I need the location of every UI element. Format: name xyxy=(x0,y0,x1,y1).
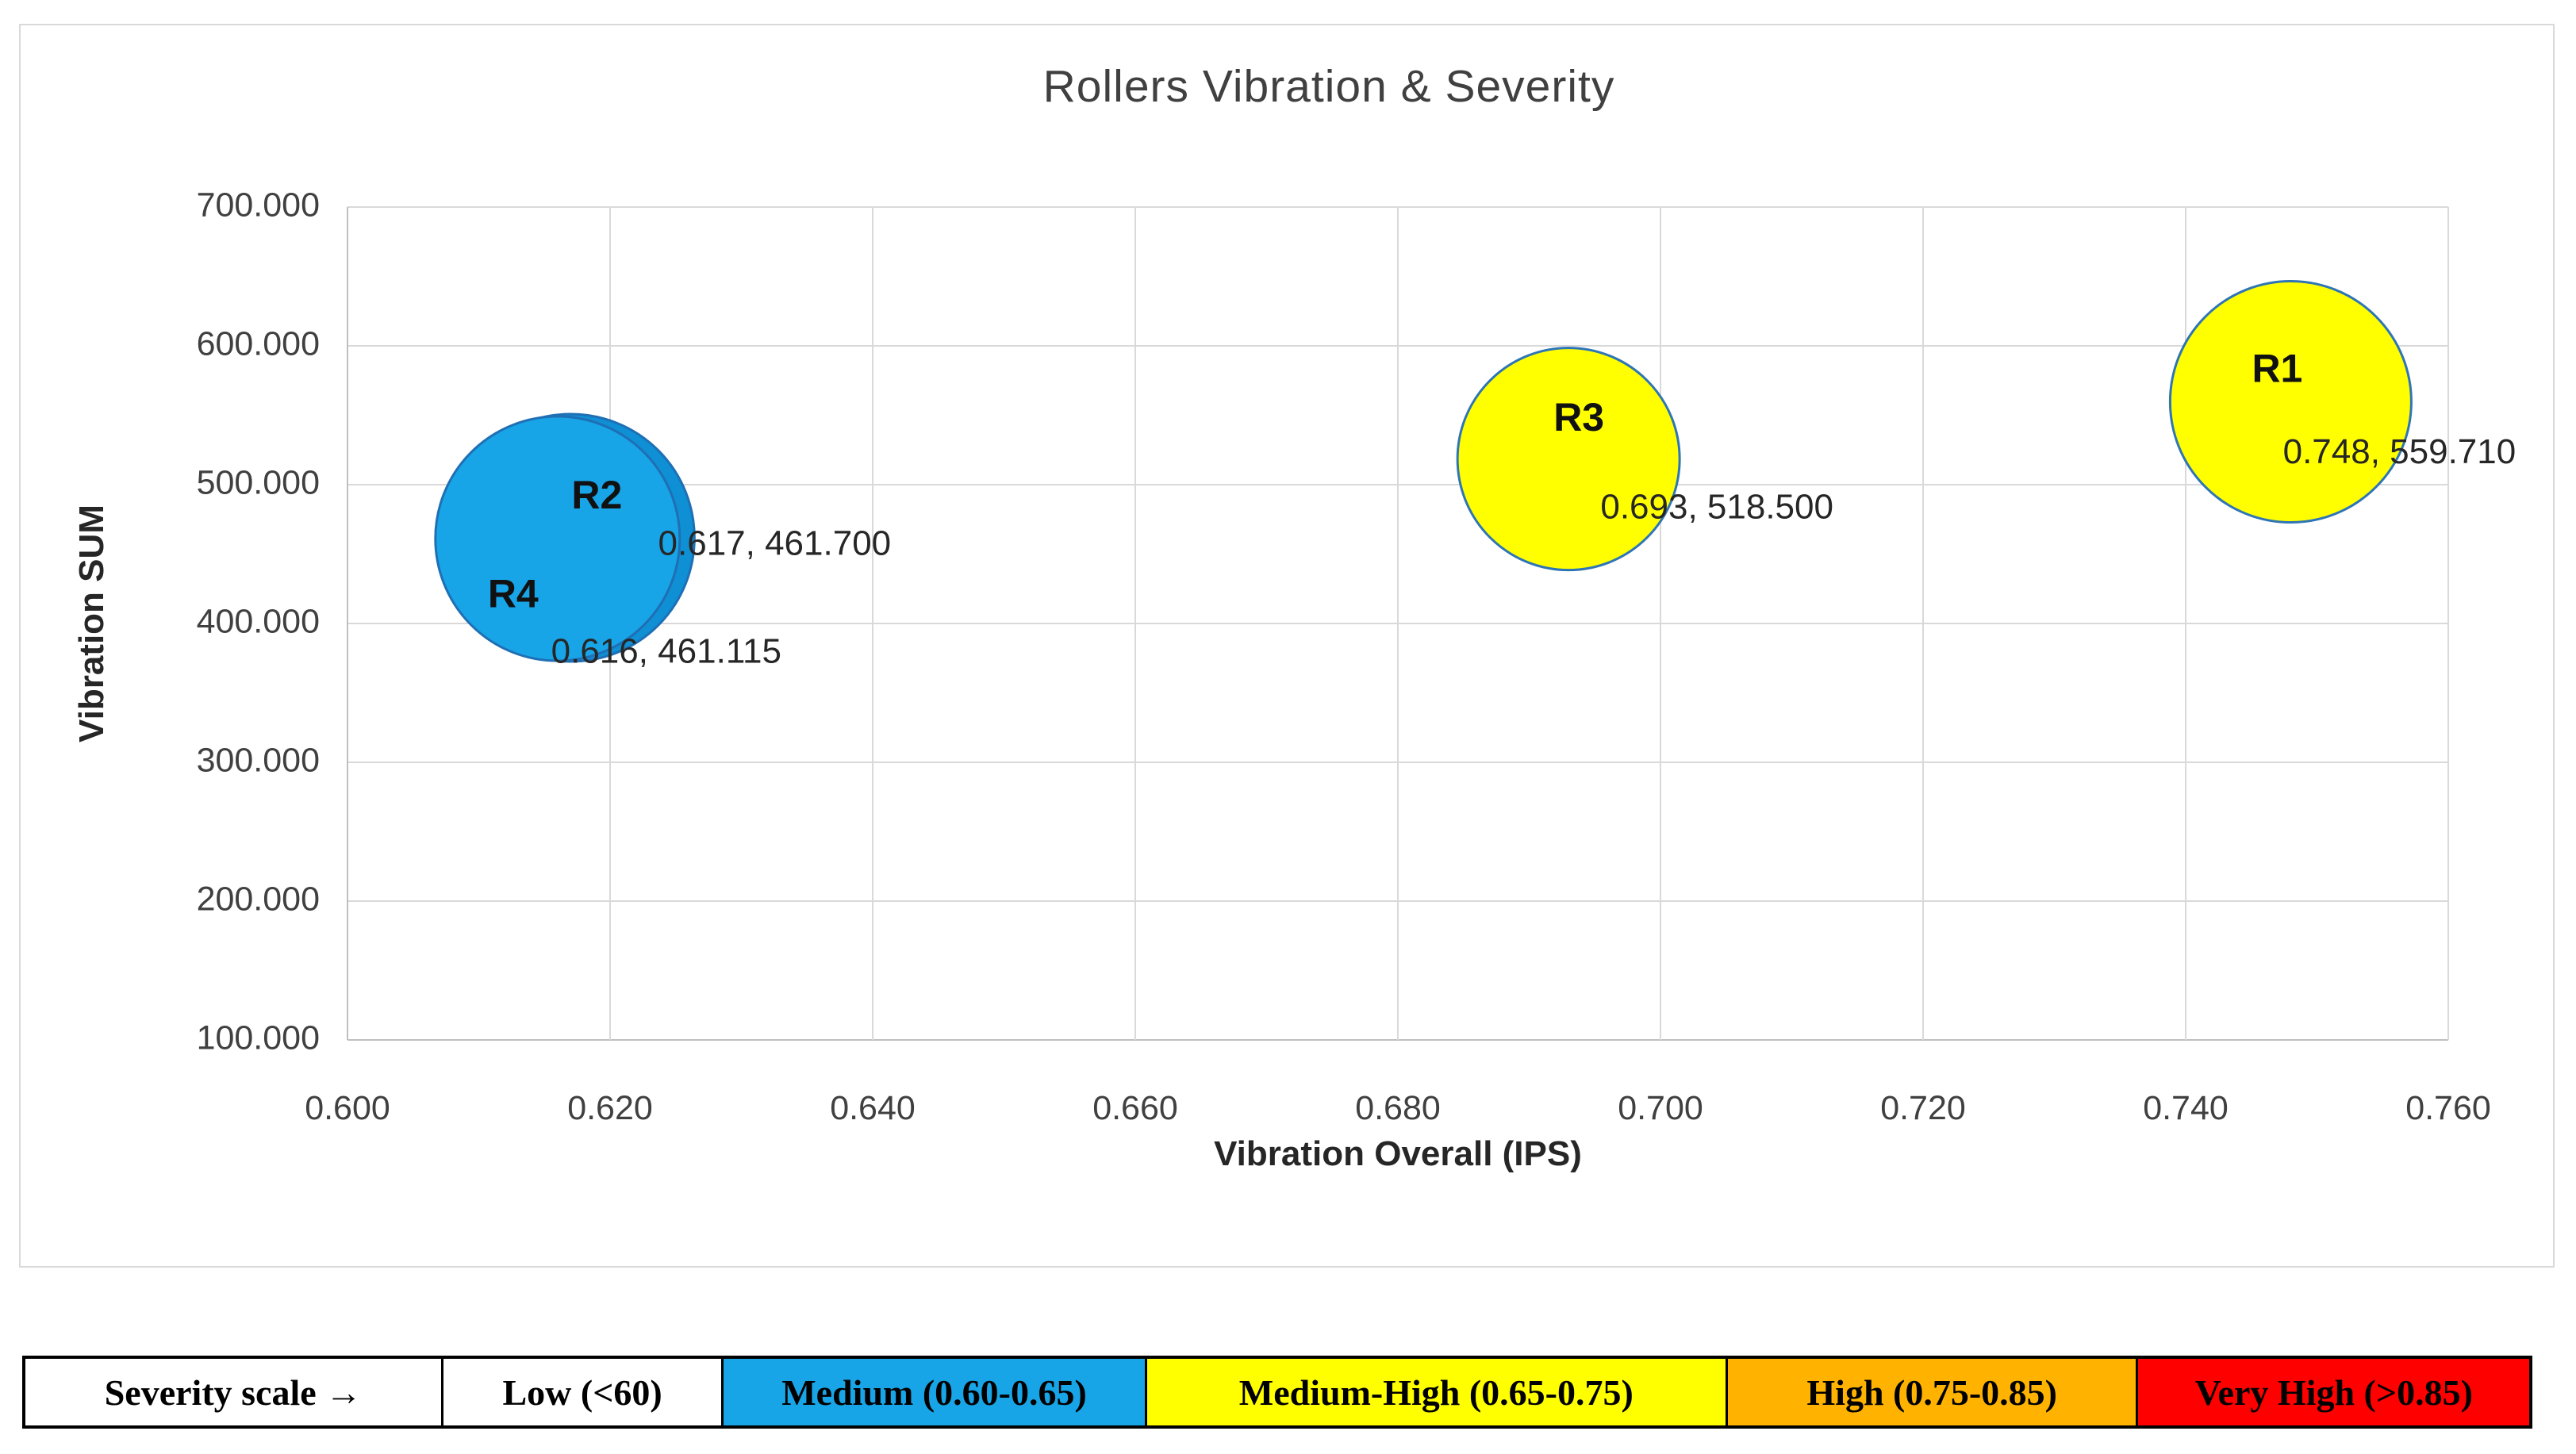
severity-scale-legend: Severity scale → Low (<60) Medium (0.60-… xyxy=(22,1356,2532,1429)
x-tick-label: 0.640 xyxy=(830,1089,916,1127)
y-tick-label: 200.000 xyxy=(197,880,320,918)
x-tick-label: 0.720 xyxy=(1880,1089,1966,1127)
bubble-value-label-R2: 0.617, 461.700 xyxy=(658,524,892,563)
bubble-R3 xyxy=(1456,347,1681,572)
y-tick-label: 500.000 xyxy=(197,463,320,501)
legend-cell-very-high: Very High (>0.85) xyxy=(2136,1359,2529,1425)
bubble-name-label-R2: R2 xyxy=(571,473,622,517)
x-tick-label: 0.740 xyxy=(2143,1089,2229,1127)
bubble-value-label-R4: 0.616, 461.115 xyxy=(551,632,781,671)
bubble-value-label-R3: 0.693, 518.500 xyxy=(1600,487,1833,526)
legend-cell-severity-scale: Severity scale → xyxy=(25,1359,441,1425)
y-tick-label: 100.000 xyxy=(197,1019,320,1057)
bubble-R1 xyxy=(2168,280,2413,524)
bubble-name-label-R3: R3 xyxy=(1553,395,1604,439)
x-tick-label: 0.700 xyxy=(1618,1089,1703,1127)
bubble-value-label-R1: 0.748, 559.710 xyxy=(2283,432,2516,471)
x-tick-label: 0.660 xyxy=(1092,1089,1178,1127)
y-axis-title: Vibration SUM xyxy=(72,504,111,742)
legend-cell-medium: Medium (0.60-0.65) xyxy=(721,1359,1145,1425)
x-tick-label: 0.680 xyxy=(1355,1089,1441,1127)
x-tick-label: 0.600 xyxy=(305,1089,390,1127)
chart-title: Rollers Vibration & Severity xyxy=(1042,61,1615,112)
x-tick-label: 0.760 xyxy=(2405,1089,2491,1127)
bubble-name-label-R1: R1 xyxy=(2252,347,2302,391)
x-tick-label: 0.620 xyxy=(567,1089,653,1127)
y-tick-label: 600.000 xyxy=(197,324,320,363)
legend-cell-high: High (0.75-0.85) xyxy=(1725,1359,2136,1425)
y-tick-label: 400.000 xyxy=(197,602,320,640)
y-tick-label: 700.000 xyxy=(197,186,320,224)
legend-cell-low: Low (<60) xyxy=(440,1359,722,1425)
chart-frame xyxy=(19,24,2555,1268)
y-tick-label: 300.000 xyxy=(197,741,320,779)
bubble-R4 xyxy=(434,415,681,662)
bubble-name-label-R4: R4 xyxy=(488,571,539,616)
x-axis-title: Vibration Overall (IPS) xyxy=(1214,1134,1582,1173)
legend-cell-medium-high: Medium-High (0.65-0.75) xyxy=(1144,1359,1726,1425)
